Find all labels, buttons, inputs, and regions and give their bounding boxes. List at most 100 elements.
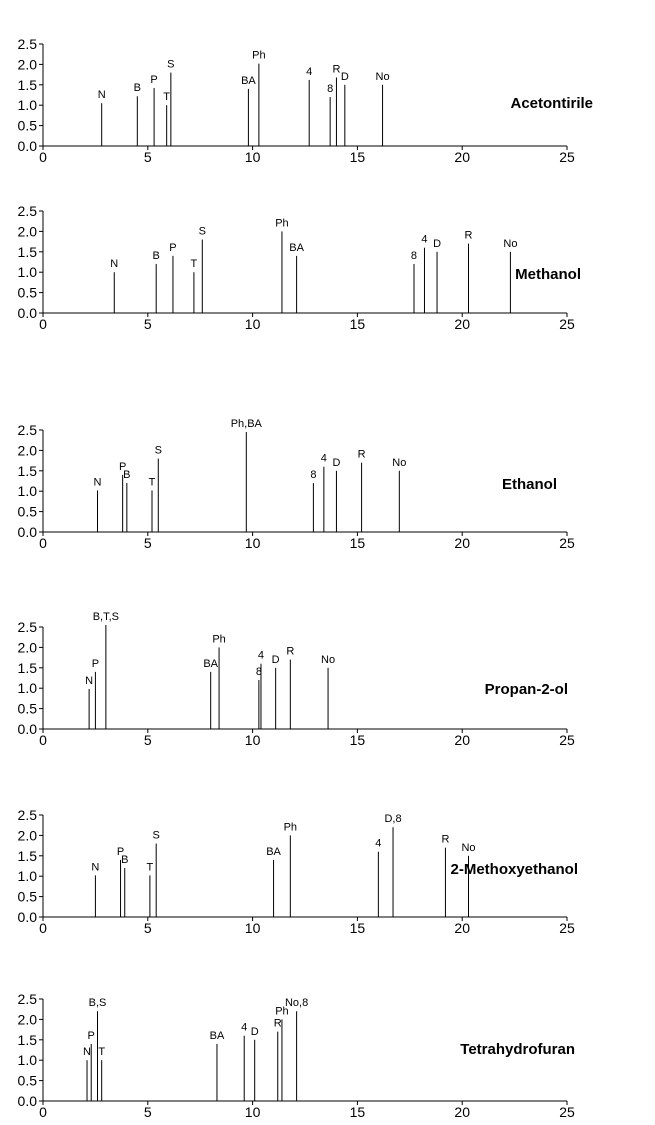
peak-label: B	[121, 854, 128, 866]
peak-label: R	[441, 834, 449, 846]
y-tick-label: 1.0	[18, 97, 38, 113]
peak-label: Ph	[275, 217, 288, 229]
y-tick-label: 0.5	[18, 118, 38, 134]
x-tick-label: 0	[39, 316, 47, 332]
x-tick-label: 25	[559, 149, 575, 165]
y-tick-label: 1.5	[18, 244, 38, 260]
y-tick-label: 0.5	[18, 701, 38, 717]
peak-label: N	[83, 1046, 91, 1058]
y-tick-label: 1.5	[18, 77, 38, 93]
x-tick-label: 10	[245, 920, 261, 936]
x-tick-label: 5	[144, 1104, 152, 1120]
x-tick-label: 20	[454, 149, 470, 165]
y-tick-label: 0.5	[18, 504, 38, 520]
y-tick-label: 2.0	[18, 639, 38, 655]
peak-label: R	[358, 449, 366, 461]
peak-label: Ph	[212, 633, 225, 645]
peak-label: N	[94, 476, 102, 488]
peak-label: BA	[289, 242, 304, 254]
y-tick-label: 2.5	[18, 991, 38, 1007]
x-tick-label: 5	[144, 149, 152, 165]
chart-panel-2: 0.0 0.5 1.0 1.5 2.0 2.5 0 5 10 15 20 25 N BP T S Ph BA 84 D…	[18, 203, 581, 332]
x-tick-label: 20	[454, 732, 470, 748]
chart-panel-3: 0.0 0.5 1.0 1.5 2.0 2.5 0 5 10 15 20 25 N PB T S Ph,BA 84…	[18, 418, 575, 551]
y-tick-label: 1.0	[18, 1052, 38, 1068]
peak-label: 4	[241, 1022, 247, 1034]
peak-label: N	[85, 675, 93, 687]
x-tick-label: 5	[144, 535, 152, 551]
panel-title: Ethanol	[502, 476, 557, 493]
x-tick-label: 20	[454, 316, 470, 332]
y-tick-label: 1.0	[18, 264, 38, 280]
x-tick-label: 25	[559, 920, 575, 936]
x-tick-label: 15	[350, 316, 366, 332]
peak-label: D	[332, 457, 340, 469]
x-tick-label: 10	[245, 149, 261, 165]
peak-label: D	[433, 238, 441, 250]
chart-panel-5: 0.0 0.5 1.0 1.5 2.0 2.5 0 5 10 15 20 25 N PB T S BA Ph 4 D,…	[18, 807, 578, 936]
panel-title: Propan-2-ol	[485, 681, 568, 698]
panel-title: Methanol	[515, 266, 581, 283]
peak-label: R	[465, 230, 473, 242]
y-tick-label: 1.5	[18, 1032, 38, 1048]
peak-label: No	[321, 654, 335, 666]
x-tick-label: 10	[245, 732, 261, 748]
peak-label: S	[153, 830, 160, 842]
y-tick-label: 2.5	[18, 36, 38, 52]
peak-label: T	[191, 258, 198, 270]
x-tick-label: 0	[39, 732, 47, 748]
y-tick-label: 2.5	[18, 807, 38, 823]
peak-label: 8	[411, 250, 417, 262]
y-tick-label: 1.0	[18, 868, 38, 884]
peak-label: R	[274, 1018, 282, 1030]
panel-title: Acetontirile	[510, 95, 593, 112]
peak-label: BA	[241, 75, 256, 87]
y-tick-label: 2.0	[18, 442, 38, 458]
peak-label: P	[119, 461, 126, 473]
peak-label: T	[163, 91, 170, 103]
panel-title: 2-Methoxyethanol	[450, 861, 578, 878]
y-tick-label: 1.5	[18, 848, 38, 864]
x-tick-label: 5	[144, 732, 152, 748]
peak-label: D	[341, 71, 349, 83]
x-tick-label: 15	[350, 535, 366, 551]
x-tick-label: 15	[350, 920, 366, 936]
peak-label: B	[134, 82, 141, 94]
peak-label: S	[167, 59, 174, 71]
x-tick-label: 5	[144, 920, 152, 936]
x-tick-label: 25	[559, 535, 575, 551]
x-tick-label: 25	[559, 732, 575, 748]
x-tick-label: 0	[39, 535, 47, 551]
peak-label: No	[392, 457, 406, 469]
x-tick-label: 15	[350, 1104, 366, 1120]
y-tick-label: 0.0	[18, 1093, 38, 1109]
peak-label: R	[332, 63, 340, 75]
x-tick-label: 10	[245, 535, 261, 551]
x-tick-label: 0	[39, 149, 47, 165]
peak-label: S	[199, 226, 206, 238]
y-tick-label: 0.0	[18, 305, 38, 321]
peak-label: B	[153, 250, 160, 262]
peak-label: Ph	[275, 1005, 288, 1017]
peak-label: No	[376, 71, 390, 83]
y-tick-label: 2.5	[18, 203, 38, 219]
peak-label: No	[503, 238, 517, 250]
peak-label: 8	[327, 83, 333, 95]
peak-label: 4	[306, 66, 312, 78]
panel-title: Tetrahydrofuran	[460, 1041, 575, 1058]
peak-label: T	[149, 476, 156, 488]
y-tick-label: 0.5	[18, 889, 38, 905]
peak-label: 4	[375, 838, 381, 850]
peak-label: Ph,BA	[231, 418, 263, 430]
y-tick-label: 0.0	[18, 721, 38, 737]
y-tick-label: 2.5	[18, 619, 38, 635]
peak-label: BA	[203, 658, 218, 670]
chart-panel-6: 0.0 0.5 1.0 1.5 2.0 2.5 0 5 10 15 20 25 NP B,S T BA 4 D RP…	[18, 991, 575, 1120]
peak-label: P	[92, 658, 99, 670]
x-tick-label: 0	[39, 1104, 47, 1120]
x-tick-label: 20	[454, 920, 470, 936]
y-tick-label: 0.0	[18, 909, 38, 925]
y-tick-label: 0.5	[18, 1073, 38, 1089]
x-tick-label: 15	[350, 149, 366, 165]
peak-label: BA	[266, 846, 281, 858]
